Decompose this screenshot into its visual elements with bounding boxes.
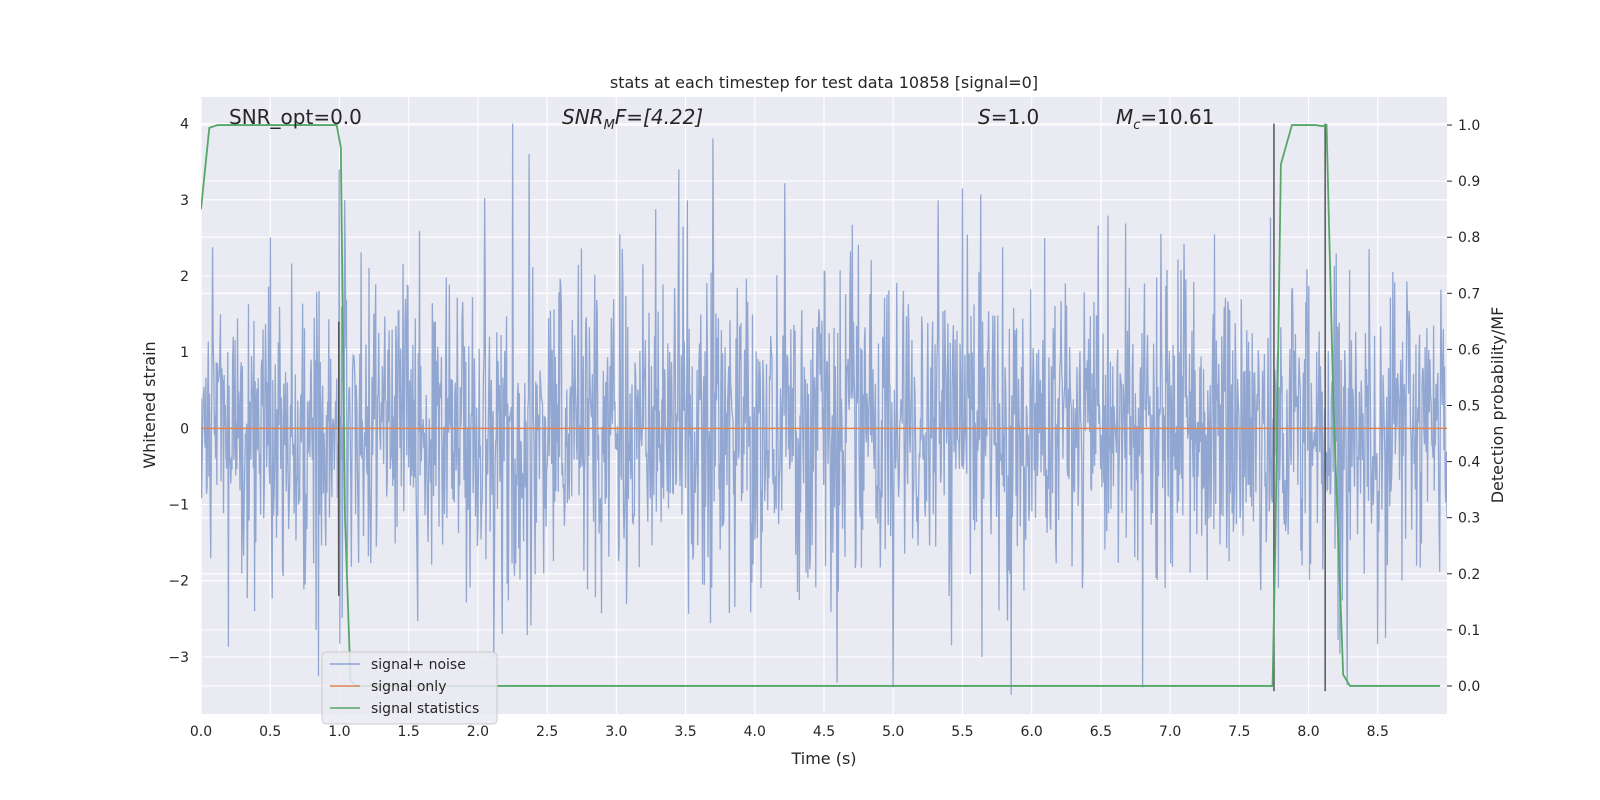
y-left-tick-label: −2 xyxy=(168,574,189,590)
y-right-tick-label: 0.2 xyxy=(1458,567,1480,583)
x-tick-label: 0.5 xyxy=(259,724,281,740)
legend-label-signal-statistics: signal statistics xyxy=(371,701,479,717)
data-series-layer xyxy=(201,123,1447,695)
y-right-tick-label: 0.0 xyxy=(1458,679,1480,695)
x-tick-label: 8.0 xyxy=(1297,724,1319,740)
x-tick-label: 3.0 xyxy=(605,724,627,740)
y-right-tick-label: 0.9 xyxy=(1458,174,1480,190)
annotation-snr-mf: SNRMF=[4.22] xyxy=(562,105,703,133)
y-left-tick-label: 0 xyxy=(180,421,189,437)
x-axis-label: Time (s) xyxy=(790,749,856,768)
annotation-snr-opt: SNR_opt=0.0 xyxy=(229,105,362,129)
x-tick-label: 7.5 xyxy=(1228,724,1250,740)
y-axis-label-right: Detection probability/MF xyxy=(1488,307,1507,504)
y-right-tick-label: 0.6 xyxy=(1458,342,1480,358)
y-left-tick-label: 3 xyxy=(180,193,189,209)
x-tick-label: 3.5 xyxy=(674,724,696,740)
y-right-tick-label: 0.3 xyxy=(1458,511,1480,527)
y-right-tick-label: 0.1 xyxy=(1458,623,1480,639)
x-tick-label: 4.0 xyxy=(744,724,766,740)
x-tick-label: 7.0 xyxy=(1159,724,1181,740)
x-tick-label: 0.0 xyxy=(190,724,212,740)
x-tick-label: 8.5 xyxy=(1367,724,1389,740)
legend-label-signal-noise: signal+ noise xyxy=(371,657,466,673)
x-tick-label: 6.0 xyxy=(1021,724,1043,740)
y-left-tick-label: 2 xyxy=(180,269,189,285)
x-tick-label: 1.0 xyxy=(328,724,350,740)
y-right-tick-label: 0.5 xyxy=(1458,399,1480,415)
y-left-tick-label: −3 xyxy=(168,650,189,666)
x-tick-label: 2.5 xyxy=(536,724,558,740)
y-right-tick-label: 1.0 xyxy=(1458,118,1480,134)
y-right-tick-label: 0.8 xyxy=(1458,230,1480,246)
x-tick-label: 5.5 xyxy=(951,724,973,740)
x-tick-label: 6.5 xyxy=(1090,724,1112,740)
y-right-tick-label: 0.4 xyxy=(1458,455,1480,471)
series-signal-statistics xyxy=(201,123,1441,687)
y-axis-label-left: Whitened strain xyxy=(140,341,159,468)
annotation-mc: Mc=10.61 xyxy=(1116,105,1214,133)
x-tick-label: 2.0 xyxy=(467,724,489,740)
y-right-tick-label: 0.7 xyxy=(1458,286,1480,302)
legend-label-signal-only: signal only xyxy=(371,679,446,695)
y-left-tick-label: 1 xyxy=(180,345,189,361)
legend-box xyxy=(321,651,498,725)
y-left-tick-label: 4 xyxy=(180,117,189,133)
series-signal-noise xyxy=(201,123,1447,695)
tick-labels: 0.0 0.5 1.0 1.5 2.0 2.5 3.0 3.5 4.0 4.5 5.0 5.5 6.0 6… xyxy=(168,117,1480,740)
legend: signal+ noise signal only signal statist… xyxy=(321,651,498,725)
annotation-s: S=1.0 xyxy=(978,105,1039,129)
x-tick-label: 5.0 xyxy=(882,724,904,740)
y-left-tick-label: −1 xyxy=(168,498,189,514)
chart-title: stats at each timestep for test data 108… xyxy=(610,73,1038,92)
x-tick-label: 4.5 xyxy=(813,724,835,740)
x-tick-label: 1.5 xyxy=(398,724,420,740)
